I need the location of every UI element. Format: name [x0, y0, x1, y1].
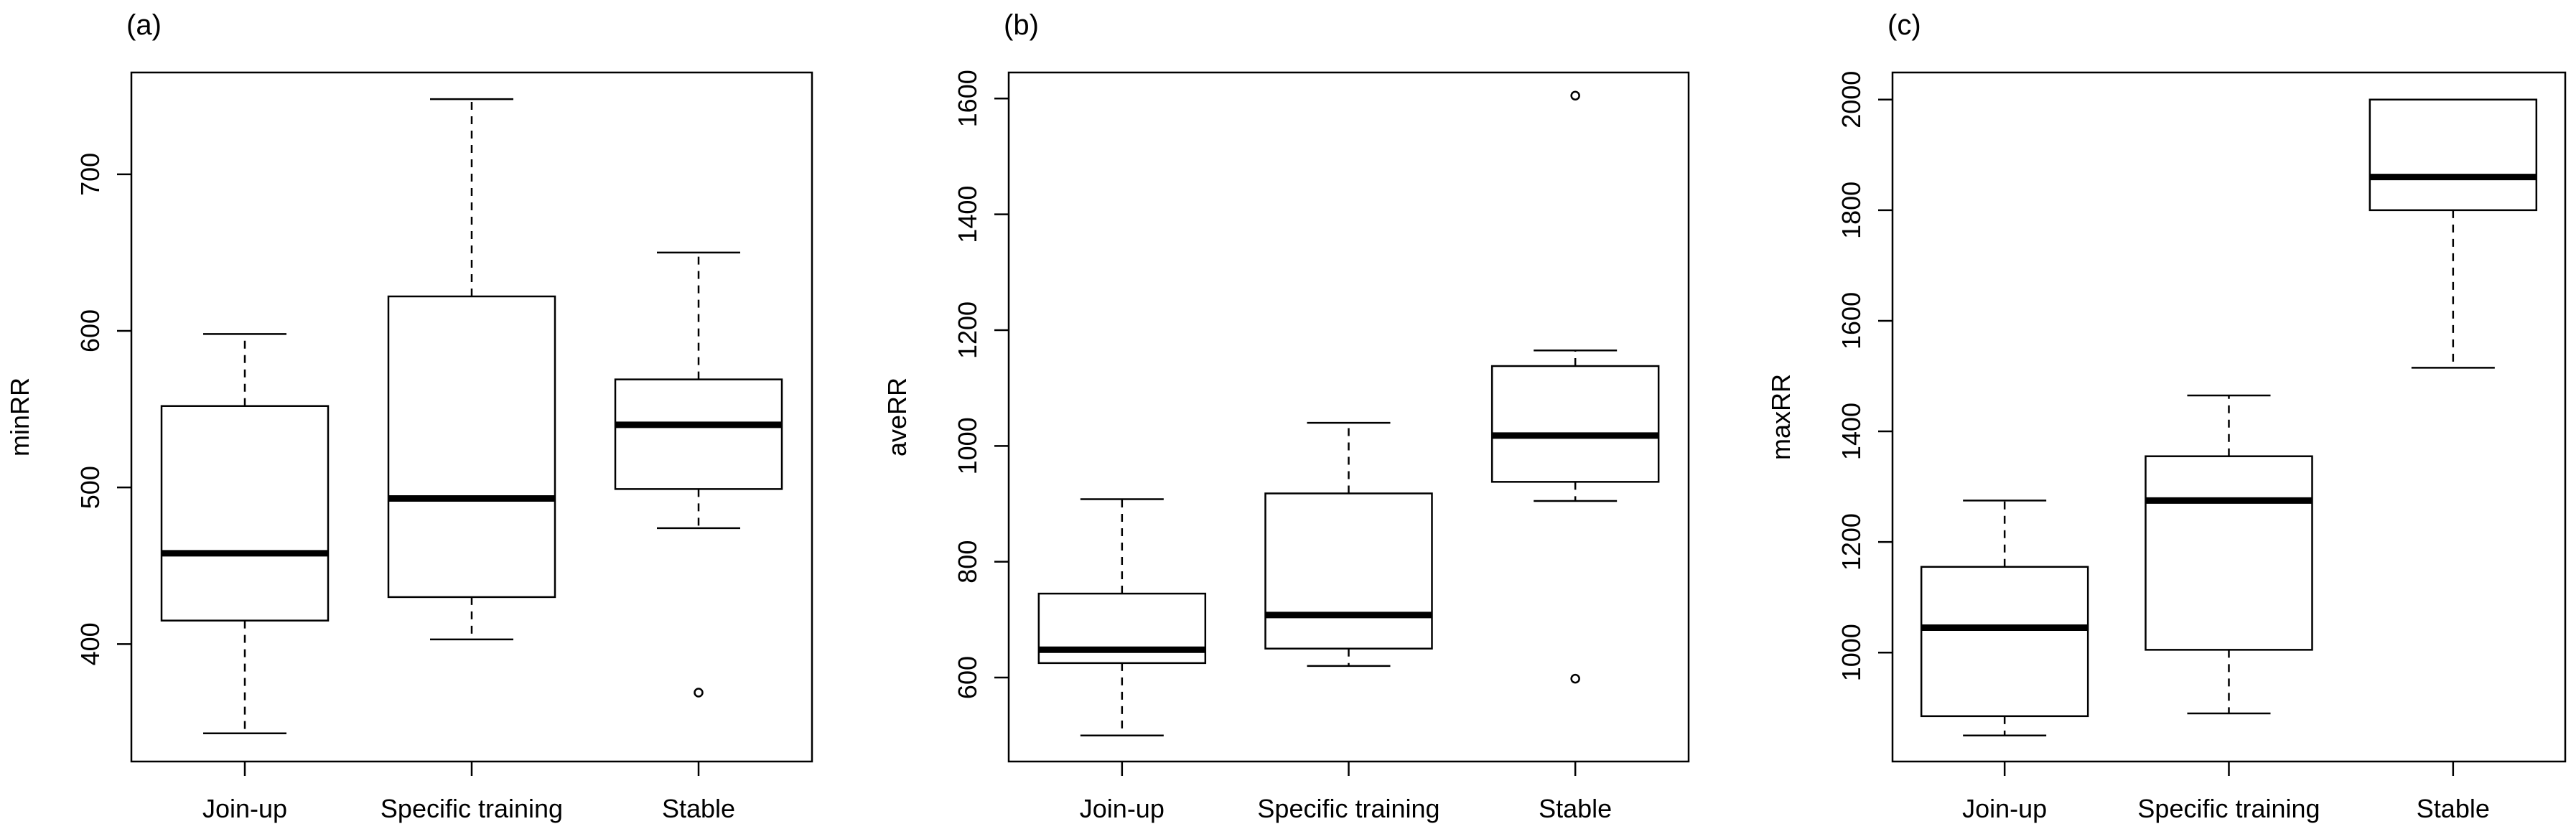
box-stable	[614, 251, 783, 698]
y-tick-label: 1000	[1837, 624, 1866, 681]
iqr-box	[160, 405, 330, 622]
x-tick-label: Join-up	[1962, 794, 2047, 823]
panel-2: (b) aveRR 600 800 1000 1200 1400 1600 Join-up Spe…	[882, 9, 1690, 823]
y-tick-label: 1200	[1837, 513, 1866, 571]
y-tick-label: 600	[75, 309, 105, 352]
box-stable	[1490, 90, 1660, 684]
panel-label: (a)	[126, 9, 162, 41]
y-tick-label: 600	[953, 656, 982, 699]
box-stable	[2369, 98, 2538, 369]
panel-label: (c)	[1887, 9, 1921, 41]
iqr-box	[1920, 566, 2089, 718]
box-join-up	[160, 333, 330, 734]
y-tick-label: 1200	[953, 301, 982, 359]
box-specific-training	[2145, 394, 2313, 715]
x-tick-label: Specific training	[381, 794, 563, 823]
box-specific-training	[1264, 421, 1433, 667]
box-join-up	[1037, 498, 1207, 736]
y-tick-label: 2000	[1837, 71, 1866, 128]
outlier-point	[1570, 90, 1580, 101]
y-tick-label: 1800	[1837, 182, 1866, 239]
x-tick-label: Specific training	[2137, 794, 2320, 823]
x-tick-label: Join-up	[202, 794, 287, 823]
x-tick-label: Specific training	[1257, 794, 1439, 823]
box-join-up	[1920, 500, 2089, 737]
x-tick-label: Join-up	[1080, 794, 1165, 823]
panel-3: (c) maxRR 1000 1200 1400 1600 1800 2000 Join-up S…	[1766, 9, 2567, 823]
iqr-box	[387, 295, 556, 599]
x-tick-label: Stable	[1539, 794, 1612, 823]
panel-label: (b)	[1004, 9, 1039, 41]
y-tick-label: 800	[953, 540, 982, 584]
y-tick-label: 1000	[953, 417, 982, 474]
outlier-point	[694, 688, 704, 698]
y-tick-label: 1400	[953, 186, 982, 243]
y-axis-label: maxRR	[1766, 374, 1796, 460]
x-tick-label: Stable	[662, 794, 735, 823]
box-specific-training	[387, 98, 556, 641]
y-tick-label: 500	[75, 466, 105, 509]
iqr-box	[2369, 98, 2538, 212]
iqr-box	[1264, 492, 1433, 650]
y-tick-label: 1600	[1837, 292, 1866, 350]
outlier-point	[1570, 673, 1580, 684]
panel-1: (a) minRR 400 500 600 700 Join-up Specific trai…	[5, 9, 813, 823]
iqr-box	[2145, 455, 2313, 651]
iqr-box	[614, 378, 783, 490]
y-tick-label: 1400	[1837, 403, 1866, 460]
iqr-box	[1490, 365, 1660, 483]
y-axis-label: aveRR	[882, 378, 912, 456]
y-tick-label: 700	[75, 153, 105, 196]
y-axis-label: minRR	[5, 378, 34, 456]
y-tick-label: 1600	[953, 70, 982, 127]
x-tick-label: Stable	[2417, 794, 2490, 823]
y-tick-label: 400	[75, 622, 105, 665]
